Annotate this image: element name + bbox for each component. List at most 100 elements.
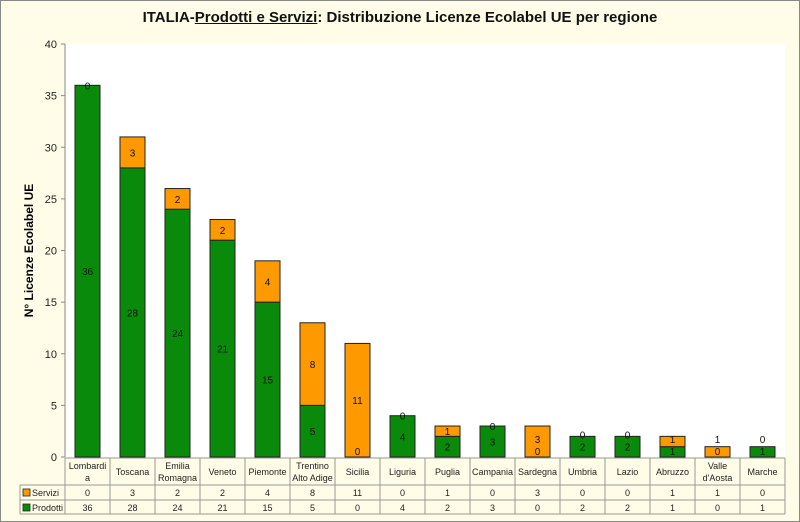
data-label: 21 bbox=[217, 345, 229, 356]
data-label: 0 bbox=[355, 447, 361, 458]
y-tick-label: 5 bbox=[51, 400, 57, 412]
data-label: 11 bbox=[352, 396, 363, 407]
data-label: 3 bbox=[535, 435, 541, 446]
bar-prodotti bbox=[389, 415, 416, 458]
data-label: 5 bbox=[310, 427, 316, 438]
bar-servizi bbox=[299, 322, 326, 406]
bar-prodotti bbox=[209, 239, 236, 458]
category-label: Marche bbox=[747, 467, 777, 477]
category-label: d'Aosta bbox=[703, 473, 733, 483]
data-label: 8 bbox=[310, 360, 316, 371]
table-cell: 0 bbox=[625, 488, 630, 498]
y-tick-label: 35 bbox=[45, 91, 57, 103]
category-label: Lombardi bbox=[69, 461, 107, 471]
bar-servizi bbox=[704, 446, 731, 458]
bar-prodotti bbox=[569, 435, 596, 458]
table-cell: 0 bbox=[355, 503, 360, 513]
data-label: 2 bbox=[445, 443, 451, 454]
data-label: 1 bbox=[670, 447, 676, 458]
table-cell: 3 bbox=[490, 503, 495, 513]
table-cell: 1 bbox=[670, 488, 675, 498]
category-label: Trentino bbox=[296, 461, 329, 471]
bar-servizi bbox=[119, 136, 146, 169]
table-cell: 8 bbox=[310, 488, 315, 498]
chart-title: ITALIA-Prodotti e Servizi: Distribuzione… bbox=[0, 9, 800, 26]
bar-servizi bbox=[434, 425, 461, 437]
y-tick-label: 25 bbox=[45, 194, 57, 206]
table-cell: 15 bbox=[262, 503, 272, 513]
table-cell: 2 bbox=[580, 503, 585, 513]
bar-servizi bbox=[254, 260, 281, 303]
bar-prodotti bbox=[164, 208, 191, 458]
title-part: : Distribuzione Licenze Ecolabel UE per … bbox=[317, 9, 658, 26]
data-label: 15 bbox=[262, 376, 274, 387]
data-label: 0 bbox=[715, 447, 721, 458]
table-cell: 21 bbox=[217, 503, 227, 513]
bar-servizi bbox=[659, 435, 686, 448]
category-label: Puglia bbox=[435, 467, 460, 477]
y-tick-label: 30 bbox=[45, 142, 57, 154]
data-label: 1 bbox=[670, 435, 676, 446]
data-label: 0 bbox=[490, 422, 496, 433]
data-label: 0 bbox=[625, 431, 631, 442]
data-label: 2 bbox=[580, 443, 586, 454]
data-label: 0 bbox=[580, 431, 586, 442]
table-cell: 3 bbox=[535, 488, 540, 498]
data-label: 0 bbox=[400, 412, 406, 423]
data-label: 0 bbox=[85, 81, 91, 92]
category-label: Romagna bbox=[158, 473, 197, 483]
bar-servizi bbox=[209, 219, 236, 241]
bar-servizi bbox=[164, 188, 191, 210]
category-label: Umbria bbox=[568, 467, 597, 477]
table-cell: 2 bbox=[625, 503, 630, 513]
table-cell: 0 bbox=[535, 503, 540, 513]
y-tick-label: 20 bbox=[45, 246, 57, 258]
bar-prodotti bbox=[749, 446, 776, 458]
data-label: 1 bbox=[760, 447, 766, 458]
category-label: Liguria bbox=[389, 467, 416, 477]
data-label: 2 bbox=[220, 226, 226, 237]
table-cell: 0 bbox=[490, 488, 495, 498]
legend-key-prodotti bbox=[22, 503, 31, 512]
data-label: 2 bbox=[175, 195, 181, 206]
category-label: Valle bbox=[708, 461, 727, 471]
table-cell: 5 bbox=[310, 503, 315, 513]
table-cell: 0 bbox=[85, 488, 90, 498]
category-label: Abruzzo bbox=[656, 467, 689, 477]
category-label: Veneto bbox=[208, 467, 236, 477]
y-tick-label: 40 bbox=[45, 39, 57, 51]
table-cell: 1 bbox=[445, 488, 450, 498]
table-cell: 0 bbox=[715, 503, 720, 513]
data-label: 36 bbox=[82, 267, 94, 278]
y-tick-label: 10 bbox=[45, 349, 57, 361]
bar-prodotti bbox=[74, 84, 101, 458]
data-label: 0 bbox=[535, 447, 541, 458]
data-label: 3 bbox=[130, 148, 136, 159]
table-cell: 1 bbox=[760, 503, 765, 513]
category-label: a bbox=[85, 473, 90, 483]
table-cell: 3 bbox=[130, 488, 135, 498]
category-label: Toscana bbox=[116, 467, 150, 477]
legend-label: Prodotti bbox=[32, 503, 63, 513]
table-cell: 2 bbox=[220, 488, 225, 498]
table-cell: 4 bbox=[400, 503, 405, 513]
data-label: 2 bbox=[625, 443, 631, 454]
bar-servizi bbox=[524, 425, 551, 458]
table-cell: 0 bbox=[400, 488, 405, 498]
table-cell: 2 bbox=[175, 488, 180, 498]
table-cell: 1 bbox=[670, 503, 675, 513]
bar-prodotti bbox=[479, 425, 506, 458]
y-tick-label: 15 bbox=[45, 297, 57, 309]
table-cell: 1 bbox=[715, 488, 720, 498]
table-cell: 24 bbox=[172, 503, 182, 513]
bar-servizi bbox=[344, 342, 371, 458]
data-label: 1 bbox=[445, 427, 451, 438]
category-label: Campania bbox=[472, 467, 513, 477]
data-label: 28 bbox=[127, 308, 139, 319]
table-cell: 11 bbox=[353, 488, 362, 498]
category-label: Piemonte bbox=[248, 467, 286, 477]
data-label: 24 bbox=[172, 329, 184, 340]
bar-prodotti bbox=[299, 404, 326, 458]
data-label: 4 bbox=[400, 432, 406, 443]
bar-prodotti bbox=[614, 435, 641, 458]
